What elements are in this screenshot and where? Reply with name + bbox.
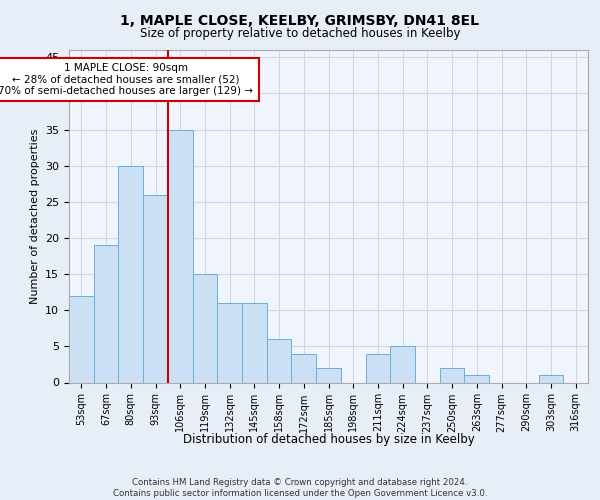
Bar <box>267 339 292 382</box>
Bar <box>242 303 267 382</box>
Bar <box>217 303 242 382</box>
Bar <box>69 296 94 382</box>
Bar <box>464 376 489 382</box>
Bar <box>118 166 143 382</box>
Bar <box>316 368 341 382</box>
Bar <box>193 274 217 382</box>
Bar <box>143 194 168 382</box>
Bar <box>390 346 415 382</box>
Bar <box>94 245 118 382</box>
Bar <box>292 354 316 382</box>
Bar <box>539 376 563 382</box>
Text: Size of property relative to detached houses in Keelby: Size of property relative to detached ho… <box>140 28 460 40</box>
Text: Contains HM Land Registry data © Crown copyright and database right 2024.
Contai: Contains HM Land Registry data © Crown c… <box>113 478 487 498</box>
Text: 1 MAPLE CLOSE: 90sqm
← 28% of detached houses are smaller (52)
70% of semi-detac: 1 MAPLE CLOSE: 90sqm ← 28% of detached h… <box>0 63 253 96</box>
Bar <box>365 354 390 382</box>
Bar <box>168 130 193 382</box>
Text: Distribution of detached houses by size in Keelby: Distribution of detached houses by size … <box>183 432 475 446</box>
Bar <box>440 368 464 382</box>
Y-axis label: Number of detached properties: Number of detached properties <box>29 128 40 304</box>
Text: 1, MAPLE CLOSE, KEELBY, GRIMSBY, DN41 8EL: 1, MAPLE CLOSE, KEELBY, GRIMSBY, DN41 8E… <box>121 14 479 28</box>
